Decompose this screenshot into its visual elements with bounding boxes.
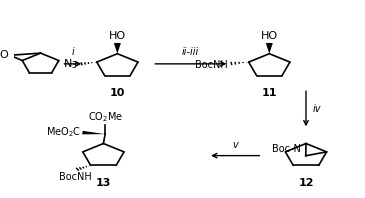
Text: v: v [233, 140, 238, 150]
Text: CO$_2$Me: CO$_2$Me [88, 110, 123, 124]
Polygon shape [266, 43, 273, 54]
Polygon shape [114, 43, 121, 54]
Text: Boc-N: Boc-N [272, 144, 300, 154]
Text: O: O [0, 50, 8, 60]
Text: 10: 10 [110, 88, 125, 98]
Text: HO: HO [109, 31, 126, 41]
Text: BocNH: BocNH [58, 172, 91, 182]
Text: MeO$_2$C: MeO$_2$C [46, 126, 81, 139]
Text: HO: HO [261, 31, 278, 41]
Text: 12: 12 [298, 178, 314, 188]
Text: 13: 13 [96, 178, 111, 188]
Text: N$_3$: N$_3$ [62, 57, 77, 71]
Text: BocNH: BocNH [195, 60, 228, 70]
Polygon shape [82, 131, 105, 134]
Text: ii-iii: ii-iii [182, 47, 199, 57]
Text: iv: iv [313, 104, 322, 114]
Text: i: i [72, 47, 74, 57]
Text: 11: 11 [262, 88, 277, 98]
